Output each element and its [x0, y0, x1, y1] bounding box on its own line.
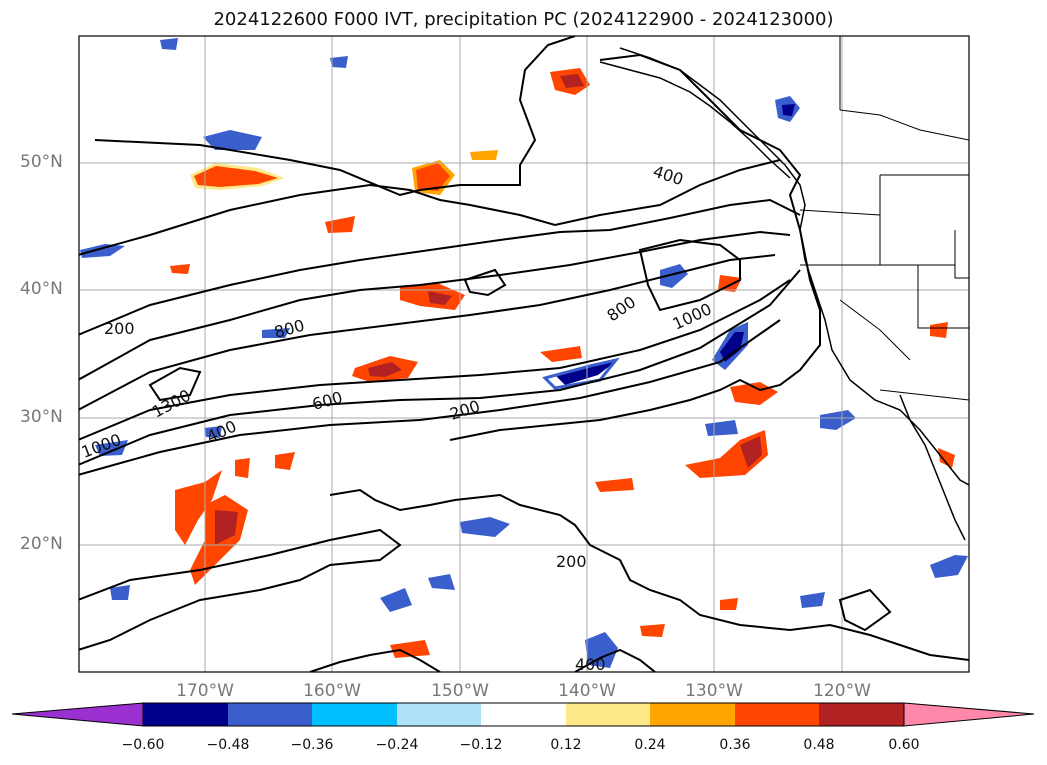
lon-label-160w: 160°W — [303, 681, 361, 701]
colorbar-frame — [142, 702, 905, 727]
colorbar-tick-label: 0.60 — [888, 737, 920, 753]
contour-label: 200 — [104, 319, 135, 338]
colorbar-bin — [312, 703, 397, 726]
state-borders — [799, 36, 969, 401]
colorbar-bin — [397, 703, 481, 726]
colorbar-tick-label: −0.12 — [459, 737, 503, 753]
contour-label: 400 — [575, 655, 606, 674]
contour-label: 200 — [556, 552, 587, 571]
colorbar — [11, 702, 1035, 727]
colorbar-bin — [228, 703, 312, 726]
colorbar-tick-label: 0.48 — [803, 737, 835, 753]
colorbar-bin — [735, 703, 819, 726]
lon-label-120w: 120°W — [813, 681, 871, 701]
coastlines — [599, 47, 969, 541]
lon-label-170w: 170°W — [176, 681, 234, 701]
colorbar-min-extend — [11, 702, 144, 727]
colorbar-bin — [566, 703, 650, 726]
colorbar-tick-label: 0.36 — [719, 737, 751, 753]
lat-label-40n: 40°N — [20, 279, 63, 299]
colorbar-tick-label: −0.60 — [121, 737, 165, 753]
precip-negative-shading — [80, 38, 968, 668]
lat-label-30n: 30°N — [20, 407, 63, 427]
ivt-contours — [79, 36, 969, 672]
colorbar-max-extend — [903, 702, 1035, 727]
lon-label-150w: 150°W — [431, 681, 489, 701]
lon-label-130w: 130°W — [685, 681, 743, 701]
colorbar-tick-label: 0.12 — [550, 737, 582, 753]
map-frame — [78, 35, 970, 673]
colorbar-bin — [481, 703, 566, 726]
colorbar-bin — [819, 703, 904, 726]
lat-label-50n: 50°N — [20, 152, 63, 172]
lat-label-20n: 20°N — [20, 534, 63, 554]
lon-label-140w: 140°W — [558, 681, 616, 701]
colorbar-tick-label: −0.48 — [206, 737, 250, 753]
colorbar-tick-label: 0.24 — [634, 737, 666, 753]
colorbar-tick-label: −0.24 — [375, 737, 419, 753]
colorbar-bin — [650, 703, 735, 726]
map-title: 2024122600 F000 IVT, precipitation PC (2… — [213, 9, 834, 30]
colorbar-tick-label: −0.36 — [290, 737, 334, 753]
map-panel — [79, 36, 969, 672]
graticule — [79, 36, 969, 672]
precip-positive-shading — [170, 68, 955, 658]
colorbar-bin — [143, 703, 228, 726]
